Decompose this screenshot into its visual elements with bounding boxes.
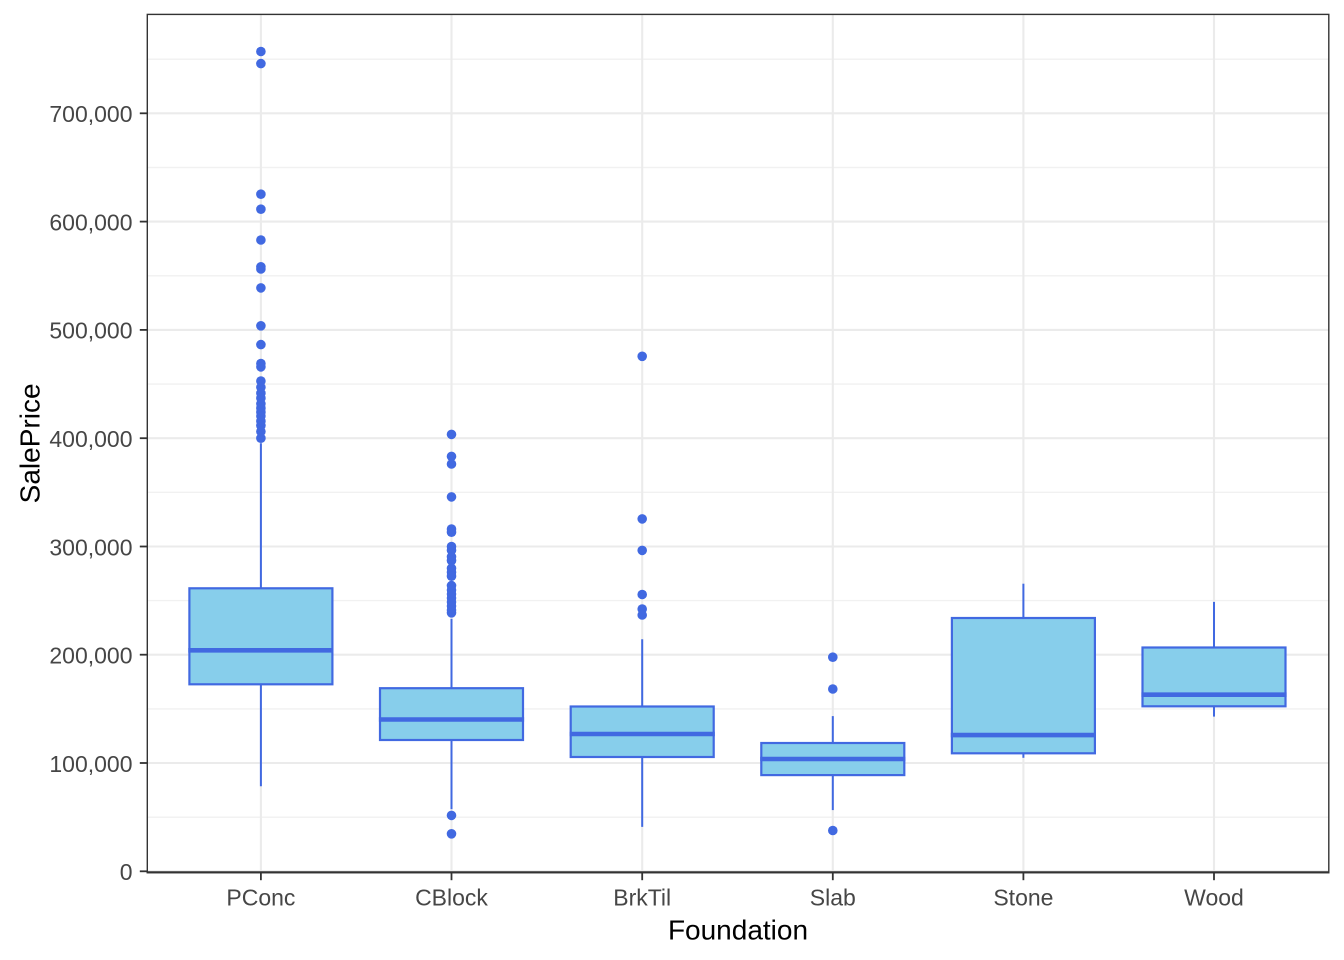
svg-text:Foundation: Foundation	[668, 914, 808, 945]
svg-text:0: 0	[120, 859, 133, 885]
svg-text:CBlock: CBlock	[415, 885, 488, 911]
svg-text:500,000: 500,000	[49, 318, 132, 344]
svg-text:600,000: 600,000	[49, 209, 132, 235]
svg-text:300,000: 300,000	[49, 534, 132, 560]
svg-text:Wood: Wood	[1184, 885, 1244, 911]
svg-text:700,000: 700,000	[49, 101, 132, 127]
svg-text:Stone: Stone	[993, 885, 1053, 911]
svg-text:100,000: 100,000	[49, 751, 132, 777]
svg-text:400,000: 400,000	[49, 426, 132, 452]
svg-text:BrkTil: BrkTil	[613, 885, 671, 911]
svg-text:SalePrice: SalePrice	[14, 383, 45, 503]
svg-text:PConc: PConc	[226, 885, 295, 911]
svg-text:Slab: Slab	[810, 885, 856, 911]
svg-text:200,000: 200,000	[49, 643, 132, 669]
